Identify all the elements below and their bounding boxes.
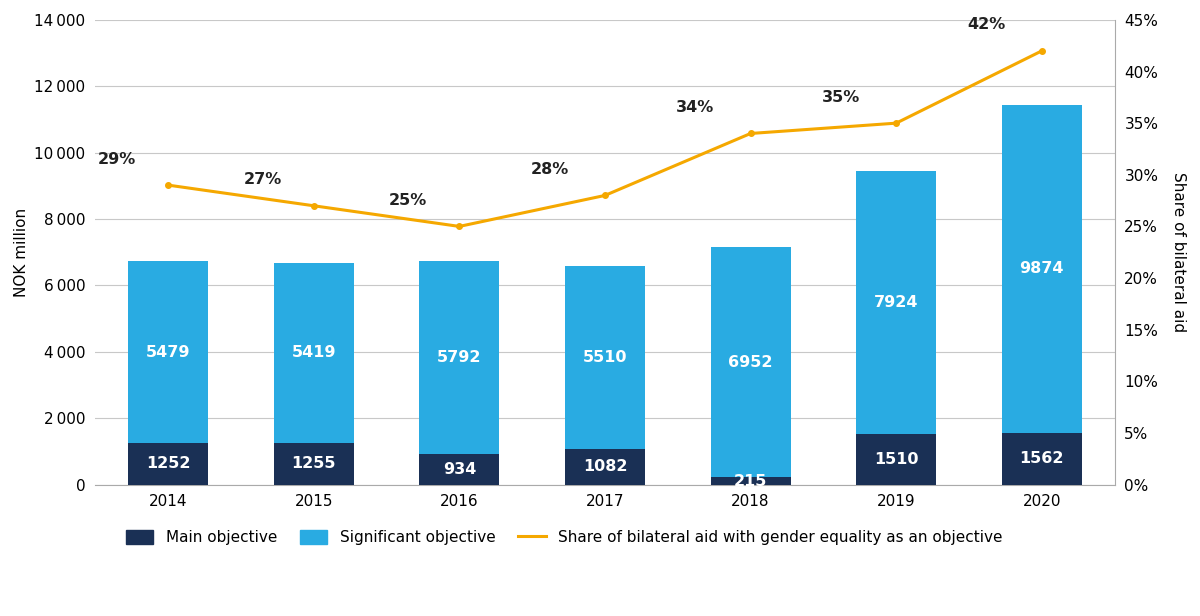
Text: 34%: 34% — [676, 100, 714, 115]
Bar — [856, 434, 936, 485]
Bar — [856, 171, 936, 434]
Bar — [128, 443, 208, 485]
Text: 25%: 25% — [389, 193, 427, 208]
Text: 42%: 42% — [967, 17, 1006, 32]
Text: 5479: 5479 — [146, 344, 191, 360]
Text: 1252: 1252 — [146, 456, 191, 471]
Text: 1255: 1255 — [292, 456, 336, 471]
Text: 934: 934 — [443, 461, 476, 477]
Share of bilateral aid with gender equality as an objective — [743, 130, 757, 137]
Bar — [565, 448, 644, 485]
Y-axis label: NOK million: NOK million — [14, 208, 29, 297]
Share of bilateral aid with gender equality as an objective — [1034, 47, 1049, 55]
Bar — [565, 265, 644, 448]
Text: 1082: 1082 — [583, 459, 628, 474]
Share of bilateral aid with gender equality as an objective — [598, 192, 612, 199]
Legend: Main objective, Significant objective, Share of bilateral aid with gender equali: Main objective, Significant objective, S… — [120, 524, 1009, 551]
Bar — [128, 261, 208, 443]
Text: 9874: 9874 — [1020, 261, 1064, 277]
Share of bilateral aid with gender equality as an objective — [161, 182, 175, 189]
Text: 215: 215 — [734, 474, 767, 488]
Bar — [419, 261, 499, 453]
Bar — [710, 246, 791, 477]
Text: 7924: 7924 — [874, 296, 918, 310]
Text: 5792: 5792 — [437, 350, 481, 365]
Bar — [274, 263, 354, 443]
Y-axis label: Share of bilateral aid: Share of bilateral aid — [1171, 172, 1186, 332]
Bar — [1002, 432, 1082, 485]
Line: Share of bilateral aid with gender equality as an objective: Share of bilateral aid with gender equal… — [166, 48, 1044, 229]
Bar — [1002, 105, 1082, 432]
Text: 5419: 5419 — [292, 346, 336, 360]
Text: 1562: 1562 — [1020, 451, 1064, 466]
Text: 29%: 29% — [98, 152, 137, 166]
Text: 5510: 5510 — [583, 350, 628, 365]
Text: 1510: 1510 — [874, 452, 918, 467]
Text: 27%: 27% — [244, 172, 282, 187]
Share of bilateral aid with gender equality as an objective — [889, 120, 904, 127]
Share of bilateral aid with gender equality as an objective — [306, 202, 320, 209]
Text: 28%: 28% — [530, 162, 569, 177]
Text: 6952: 6952 — [728, 355, 773, 370]
Bar — [419, 453, 499, 485]
Text: 35%: 35% — [822, 89, 860, 105]
Bar — [710, 477, 791, 485]
Share of bilateral aid with gender equality as an objective — [452, 223, 467, 230]
Bar — [274, 443, 354, 485]
